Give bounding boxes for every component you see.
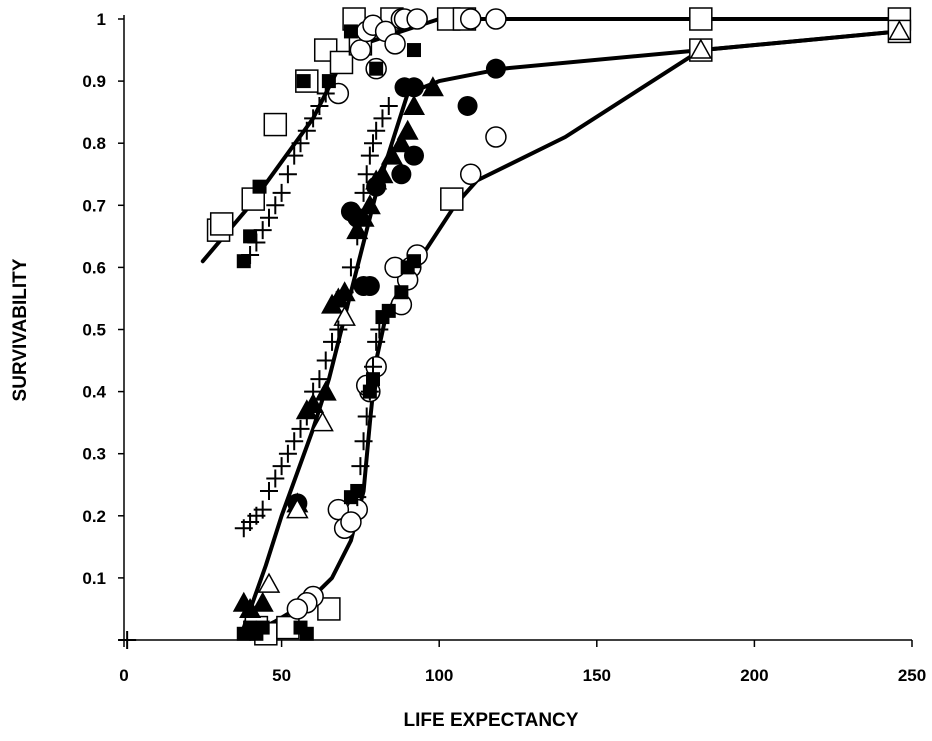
data-point-filled-square bbox=[369, 62, 383, 76]
data-point-filled-circle bbox=[404, 77, 424, 97]
data-point-filled-square bbox=[243, 229, 257, 243]
fit-lines bbox=[203, 19, 900, 634]
data-point-filled-square bbox=[300, 627, 314, 641]
chart-axes bbox=[118, 15, 912, 647]
data-point-plus bbox=[361, 147, 379, 165]
data-point-filled-circle bbox=[391, 164, 411, 184]
data-point-filled-square bbox=[382, 304, 396, 318]
data-point-filled-square bbox=[407, 43, 421, 57]
data-point-open-circle bbox=[461, 9, 481, 29]
data-point-open-circle bbox=[486, 127, 506, 147]
data-point-open-square bbox=[441, 188, 463, 210]
data-point-filled-square bbox=[407, 254, 421, 268]
y-tick-label: 0.4 bbox=[82, 383, 106, 402]
data-point-filled-circle bbox=[486, 59, 506, 79]
data-point-open-square bbox=[211, 213, 233, 235]
data-point-filled-square bbox=[256, 621, 270, 635]
y-tick-label: 0.6 bbox=[82, 258, 106, 277]
y-tick-label: 0.9 bbox=[82, 72, 106, 91]
x-tick-label: 150 bbox=[583, 666, 611, 685]
tick-labels: 0 50 100 150 200 250 0.1 0.2 0.3 0.4 0.5 0.6 0.7 0.8 0… bbox=[82, 10, 926, 685]
data-point-filled-square bbox=[322, 74, 336, 88]
data-point-filled-square bbox=[297, 74, 311, 88]
y-tick-label: 0.7 bbox=[82, 196, 106, 215]
data-point-open-square bbox=[264, 114, 286, 136]
data-point-filled-square bbox=[394, 285, 408, 299]
x-tick-label: 250 bbox=[898, 666, 926, 685]
y-tick-label: 0.1 bbox=[82, 569, 106, 588]
data-point-open-circle bbox=[407, 9, 427, 29]
data-point-open-circle bbox=[350, 40, 370, 60]
y-tick-label: 0.8 bbox=[82, 134, 106, 153]
data-point-filled-square bbox=[344, 24, 358, 38]
data-point-plus bbox=[364, 134, 382, 152]
data-point-filled-square bbox=[253, 180, 267, 194]
data-point-open-circle bbox=[287, 599, 307, 619]
data-point-filled-square bbox=[237, 254, 251, 268]
data-point-filled-circle bbox=[458, 96, 478, 116]
data-point-open-circle bbox=[385, 34, 405, 54]
x-tick-label: 100 bbox=[425, 666, 453, 685]
y-tick-label: 0.2 bbox=[82, 507, 106, 526]
y-tick-label: 0.3 bbox=[82, 445, 106, 464]
data-point-open-circle bbox=[486, 9, 506, 29]
data-point-filled-triangle bbox=[359, 194, 381, 214]
data-point-plus bbox=[279, 165, 297, 183]
data-point-open-circle bbox=[461, 164, 481, 184]
x-tick-label: 50 bbox=[272, 666, 291, 685]
data-markers bbox=[118, 8, 910, 649]
data-point-filled-circle bbox=[360, 276, 380, 296]
x-tick-label: 200 bbox=[740, 666, 768, 685]
y-tick-label: 1 bbox=[97, 10, 106, 29]
x-axis-label: LIFE EXPECTANCY bbox=[404, 710, 579, 731]
data-point-plus bbox=[118, 631, 136, 649]
data-point-open-circle bbox=[341, 512, 361, 532]
y-tick-label: 0.5 bbox=[82, 321, 106, 340]
x-tick-label: 0 bbox=[119, 666, 128, 685]
y-axis-label: SURVIVABILITY bbox=[10, 258, 31, 401]
fit-line bbox=[250, 31, 899, 633]
data-point-open-square bbox=[690, 8, 712, 30]
fit-line bbox=[203, 19, 900, 261]
